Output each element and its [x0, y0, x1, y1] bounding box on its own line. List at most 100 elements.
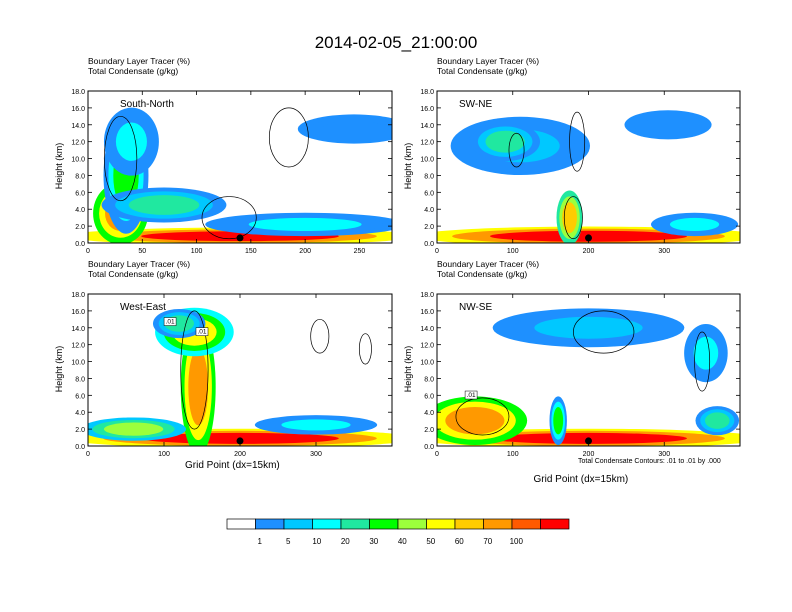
- y-tick-label: 14.0: [71, 326, 85, 333]
- legend-swatch: [369, 518, 399, 530]
- y-tick-label: 18.0: [71, 89, 85, 96]
- tracer-blob-3-level-2: [534, 316, 643, 339]
- y-tick-label: 6.0: [424, 393, 434, 400]
- panel-label-tracer: Boundary Layer Tracer (%): [437, 56, 540, 66]
- location-marker: [236, 437, 244, 445]
- y-axis-label: Height (km): [54, 142, 64, 190]
- panel-label-tracer: Boundary Layer Tracer (%): [437, 259, 540, 269]
- y-tick-label: 10.0: [71, 360, 85, 367]
- y-tick-label: 0.0: [75, 241, 85, 248]
- tracer-blob-5-level-2: [248, 217, 362, 232]
- x-tick-label: 50: [138, 248, 146, 255]
- location-marker: [585, 437, 592, 445]
- legend-label: 60: [455, 537, 464, 546]
- legend-label: 100: [510, 537, 524, 546]
- tracer-blob-4-level-2: [643, 116, 693, 134]
- x-tick-label: 100: [158, 451, 170, 458]
- tracer-blob-5-level-2: [704, 412, 730, 429]
- tracer-blob-4-level-2: [128, 195, 200, 215]
- condensate-contour-2: [455, 397, 510, 436]
- legend-label: 30: [369, 537, 378, 546]
- heatmap-field: [437, 91, 740, 243]
- legend-swatch: [454, 518, 484, 530]
- tracer-blob-1-level-2: [188, 348, 209, 426]
- y-tick-label: 16.0: [420, 309, 434, 316]
- condensate-contour-1: [268, 107, 309, 168]
- location-marker: [236, 234, 244, 242]
- panel-title: SW-NE: [459, 99, 492, 110]
- panel-title: NW-SE: [459, 302, 492, 313]
- y-tick-label: 0.0: [75, 444, 85, 451]
- condensate-contour-1: [694, 331, 711, 392]
- legend-label: 10: [312, 537, 321, 546]
- y-tick-label: 16.0: [420, 106, 434, 113]
- panel-title: West-East: [120, 302, 166, 313]
- y-tick-label: 6.0: [75, 393, 85, 400]
- tracer-blob-1-level-2: [445, 406, 505, 435]
- x-tick-label: 150: [245, 248, 257, 255]
- heatmap-field: [88, 91, 392, 243]
- y-tick-label: 14.0: [420, 326, 434, 333]
- x-tick-label: 300: [310, 451, 322, 458]
- contour-label-box: [464, 390, 478, 400]
- x-axis-label: Grid Point (dx=15km): [185, 460, 280, 471]
- condensate-contour-0: [572, 310, 635, 354]
- y-tick-label: 2.0: [424, 427, 434, 434]
- panel-label-condensate: Total Condensate (g/kg): [437, 269, 528, 279]
- y-tick-label: 18.0: [420, 292, 434, 299]
- condensate-contour-0: [180, 310, 209, 430]
- y-tick-label: 14.0: [71, 123, 85, 130]
- color-legend: 1 5 10 20 30 40 50 60 70 100: [226, 518, 571, 555]
- y-tick-label: 4.0: [75, 410, 85, 417]
- y-tick-label: 14.0: [420, 123, 434, 130]
- y-tick-label: 8.0: [424, 376, 434, 383]
- legend-swatch: [511, 518, 541, 530]
- y-tick-label: 18.0: [71, 292, 85, 299]
- legend-label: 5: [286, 537, 291, 546]
- x-tick-label: 250: [354, 248, 366, 255]
- heatmap-svg: .01 .01 0.0 2.0 4.0 6.0 8.0 10.0 12.0 14.0 16.0 18.…: [71, 292, 393, 458]
- heatmap-field: [437, 294, 740, 446]
- panel-label-condensate: Total Condensate (g/kg): [88, 66, 179, 76]
- y-tick-label: 4.0: [75, 207, 85, 214]
- x-tick-label: 0: [86, 451, 90, 458]
- y-tick-label: 10.0: [420, 157, 434, 164]
- heatmap-svg: .01 0.0 2.0 4.0 6.0 8.0 10.0 12.0 14.0 16.0 18.0 0 1…: [420, 292, 741, 458]
- legend-swatch: [483, 518, 513, 530]
- y-tick-label: 4.0: [424, 207, 434, 214]
- panel-label-condensate: Total Condensate (g/kg): [437, 66, 528, 76]
- condensate-contour-2: [201, 196, 257, 240]
- location-marker: [585, 234, 592, 242]
- tracer-blob-3-level-2: [115, 122, 147, 161]
- plot-frame: [87, 90, 393, 244]
- x-tick-label: 0: [435, 451, 439, 458]
- contour-note: Total Condensate Contours: .01 to .01 by…: [578, 458, 721, 465]
- tracer-blob-4-level-2: [103, 422, 164, 436]
- x-tick-label: 100: [507, 451, 519, 458]
- contour-label: .01: [467, 392, 476, 399]
- contour-label: .01: [197, 329, 206, 336]
- legend-swatch: [426, 518, 456, 530]
- legend-label: 50: [426, 537, 435, 546]
- x-tick-label: 200: [234, 451, 246, 458]
- legend-swatch: [283, 518, 313, 530]
- y-tick-label: 2.0: [424, 224, 434, 231]
- legend-swatch: [540, 518, 570, 530]
- condensate-contour-0: [103, 115, 138, 202]
- panel-sw-ne: Boundary Layer Tracer (%) Total Condensat…: [397, 56, 744, 263]
- y-tick-label: 8.0: [75, 376, 85, 383]
- panel-label-tracer: Boundary Layer Tracer (%): [88, 56, 191, 66]
- panel-nw-se: Boundary Layer Tracer (%) Total Condensat…: [397, 259, 744, 485]
- contour-label: .01: [166, 319, 175, 326]
- condensate-contour-1: [310, 318, 330, 354]
- y-tick-label: 2.0: [75, 427, 85, 434]
- panel-title: South-North: [120, 99, 174, 110]
- x-tick-label: 100: [191, 248, 203, 255]
- contour-label-box: [195, 327, 209, 336]
- y-tick-label: 4.0: [424, 410, 434, 417]
- contour-label-box: [163, 317, 177, 326]
- heatmap-svg: 0.0 2.0 4.0 6.0 8.0 10.0 12.0 14.0 16.0 18.0 0 100 2…: [420, 89, 741, 255]
- y-tick-label: 6.0: [75, 190, 85, 197]
- condensate-contour-2: [563, 196, 583, 240]
- y-tick-label: 12.0: [420, 343, 434, 350]
